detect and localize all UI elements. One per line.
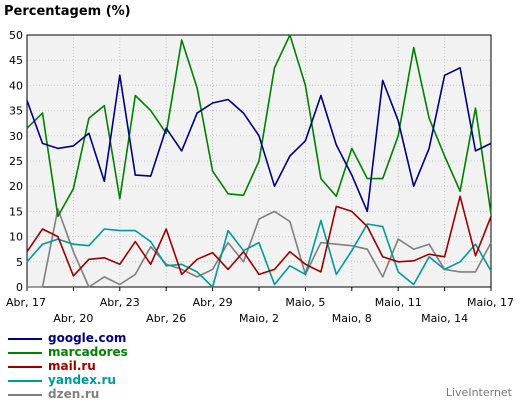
x-tick-label: Maio, 14 <box>421 312 468 325</box>
x-tick-label: Abr, 23 <box>100 296 140 309</box>
chart-title: Percentagem (%) <box>4 4 131 19</box>
y-tick-label: 20 <box>9 180 23 193</box>
series-line-mail-ru <box>26 195 492 277</box>
series-line-marcadores <box>26 34 492 218</box>
legend-label: marcadores <box>48 345 128 359</box>
y-tick-label: 35 <box>9 105 23 118</box>
series-line-google-com <box>26 67 492 213</box>
legend-label: mail.ru <box>48 359 96 373</box>
legend-swatch <box>8 338 42 340</box>
legend-swatch <box>8 394 42 396</box>
x-tick-label: Abr, 26 <box>146 312 186 325</box>
legend-item: google.com <box>8 331 208 346</box>
series-line-dzen-ru <box>27 208 492 288</box>
brand-label: LiveInternet <box>445 386 512 399</box>
y-tick-label: 0 <box>16 281 23 294</box>
series-line-yandex-ru <box>26 219 492 288</box>
x-tick-label: Abr, 29 <box>193 296 233 309</box>
plot-area: 0 5 10 15 20 25 30 35 40 45 50 Abr, 17 Abr, 23 Abr, 2… <box>6 29 514 325</box>
x-tick-label: Maio, 17 <box>467 296 514 309</box>
y-tick-label: 45 <box>9 54 23 67</box>
legend: google.com marcadores mail.ru yandex.ru dzen… <box>8 331 208 402</box>
y-tick-label: 5 <box>16 256 23 269</box>
legend-item: yandex.ru <box>8 373 208 388</box>
legend-swatch <box>8 366 42 368</box>
legend-swatch <box>8 352 42 354</box>
y-tick-label: 10 <box>9 231 23 244</box>
x-tick-label: Abr, 20 <box>53 312 93 325</box>
y-tick-label: 15 <box>9 205 23 218</box>
x-tick-label: Maio, 8 <box>332 312 372 325</box>
legend-item: mail.ru <box>8 359 208 374</box>
y-tick-label: 25 <box>9 155 23 168</box>
legend-label: dzen.ru <box>48 387 100 401</box>
legend-item: marcadores <box>8 345 208 360</box>
x-tick-label: Maio, 2 <box>239 312 279 325</box>
legend-label: yandex.ru <box>48 373 116 387</box>
x-tick-label: Abr, 17 <box>6 296 46 309</box>
legend-item: dzen.ru <box>8 387 208 402</box>
x-tick-label: Maio, 11 <box>375 296 422 309</box>
legend-swatch <box>8 380 42 382</box>
legend-label: google.com <box>48 331 127 345</box>
y-tick-label: 50 <box>9 29 23 42</box>
x-tick-label: Maio, 5 <box>285 296 325 309</box>
y-tick-label: 30 <box>9 130 23 143</box>
y-tick-label: 40 <box>9 79 23 92</box>
